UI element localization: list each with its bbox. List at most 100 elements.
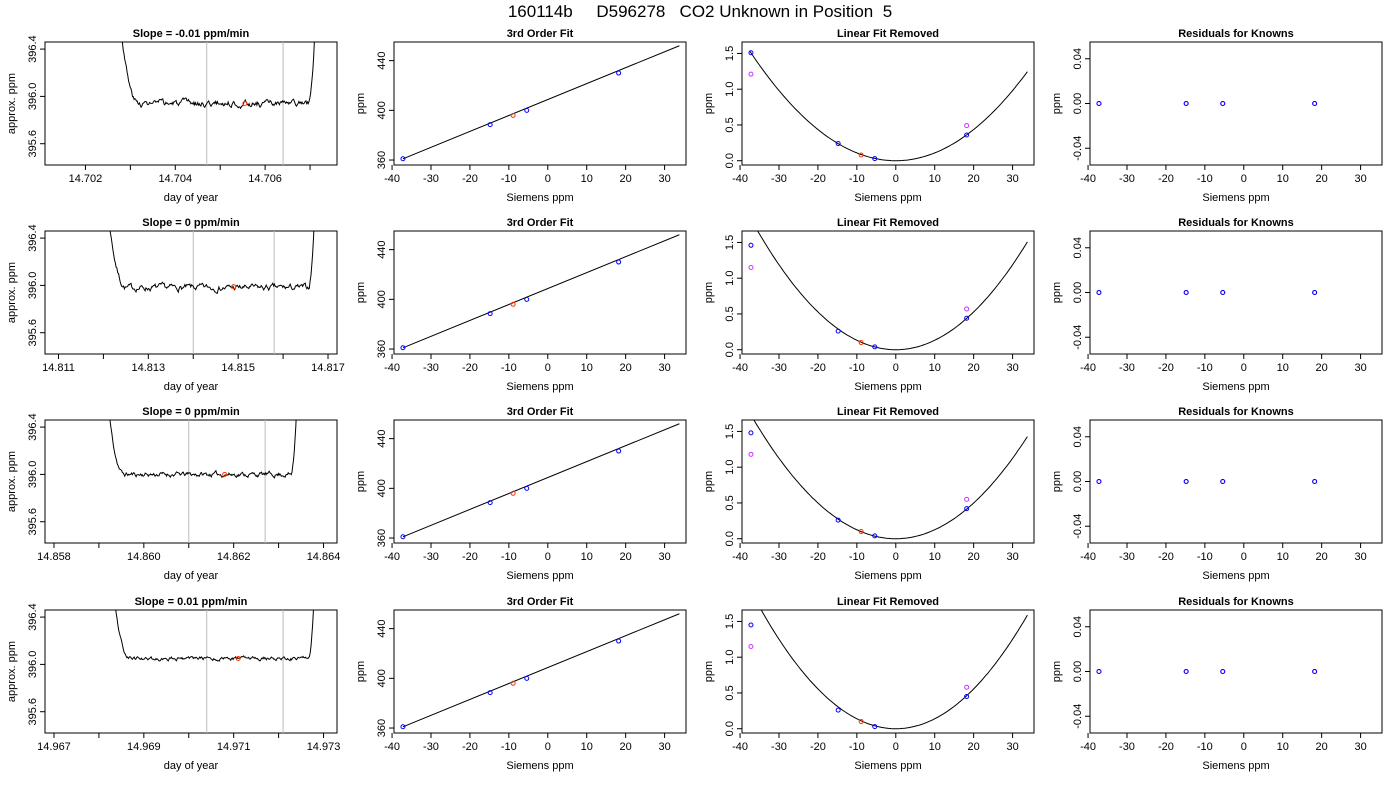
- x-axis-label: Siemens ppm: [1202, 760, 1269, 772]
- known-point: [872, 156, 878, 162]
- y-tick-label: 1.5: [724, 424, 736, 439]
- y-tick-label: 400: [376, 669, 388, 687]
- plot-frame: [393, 41, 687, 166]
- y-tick-label: 400: [376, 479, 388, 497]
- x-tick-label: -20: [462, 362, 478, 374]
- x-tick-label: 10: [929, 362, 941, 374]
- x-axis-label: Siemens ppm: [506, 760, 573, 772]
- y-tick-label: 0.5: [724, 306, 736, 321]
- unknown-point: [858, 340, 864, 346]
- fit-panel-4: 3rd Order Fit Siemens ppm ppm -40 -30 -20 -10 0…: [355, 596, 687, 772]
- known-point: [616, 638, 622, 644]
- y-tick-label: 0.5: [724, 117, 736, 132]
- residual-point: [1312, 101, 1318, 106]
- x-tick-label: 0: [545, 173, 551, 185]
- y-tick-label: 395.6: [27, 508, 39, 536]
- y-axis-label: approx. ppm: [6, 73, 18, 134]
- x-tick-label: 14.815: [221, 362, 255, 374]
- x-tick-label: 10: [581, 551, 593, 563]
- residual-point: [1096, 101, 1102, 106]
- x-tick-label: 10: [581, 741, 593, 753]
- x-tick-label: -30: [423, 551, 439, 563]
- plot-frame: [44, 230, 338, 355]
- x-tick-label: 30: [658, 173, 670, 185]
- residual-point: [1220, 669, 1226, 674]
- x-axis-label: Siemens ppm: [854, 192, 921, 204]
- knownresid-panel-2: Residuals for Knowns Siemens ppm ppm -40 -30…: [1051, 217, 1383, 393]
- residual-point: [1312, 669, 1318, 674]
- x-tick-label: -40: [384, 362, 400, 374]
- x-tick-label: 30: [1006, 362, 1018, 374]
- x-tick-label: -40: [1080, 362, 1096, 374]
- known-point: [524, 107, 530, 113]
- x-tick-label: 20: [620, 741, 632, 753]
- x-tick-label: -10: [501, 551, 517, 563]
- unknown-marker: [235, 655, 241, 661]
- x-tick-label: -30: [771, 741, 787, 753]
- y-tick-label: 396.0: [27, 83, 39, 111]
- x-tick-label: -10: [501, 741, 517, 753]
- panel-title: Residuals for Knowns: [1178, 217, 1294, 229]
- fit-panel-2: 3rd Order Fit Siemens ppm ppm -40 -30 -20 -10 0…: [355, 217, 687, 393]
- unknown-marker: [242, 101, 248, 106]
- known-point: [524, 675, 530, 681]
- x-tick-label: -40: [732, 551, 748, 563]
- x-tick-label: 0: [893, 551, 899, 563]
- x-tick-label: 30: [1354, 173, 1366, 185]
- fit-line: [402, 423, 680, 538]
- x-tick-label: -40: [1080, 741, 1096, 753]
- y-tick-label: 0.0: [724, 531, 736, 546]
- unknown-marker: [222, 471, 228, 477]
- panel-title: 3rd Order Fit: [507, 406, 574, 418]
- x-tick-label: 10: [1277, 551, 1289, 563]
- known-point: [400, 156, 406, 162]
- x-tick-label: 14.811: [42, 362, 75, 374]
- x-tick-label: -40: [1080, 173, 1096, 185]
- y-axis-label: ppm: [1051, 282, 1063, 303]
- timeseries-trace: [115, 610, 314, 662]
- x-tick-label: -20: [1158, 551, 1174, 563]
- x-tick-label: 10: [929, 741, 941, 753]
- plot-area: [400, 45, 680, 162]
- residual-point: [1096, 479, 1102, 484]
- known-point: [524, 485, 530, 491]
- x-tick-label: -20: [462, 173, 478, 185]
- quadratic-curve: [757, 231, 1028, 351]
- x-tick-label: -10: [1197, 551, 1213, 563]
- x-tick-label: 14.858: [37, 551, 71, 563]
- x-tick-label: -30: [1119, 551, 1135, 563]
- plot-frame: [741, 419, 1035, 544]
- residfit-panel-2: Linear Fit Removed Siemens ppm ppm -40 -30 -2…: [703, 217, 1035, 393]
- x-tick-label: 14.967: [37, 741, 71, 753]
- x-tick-label: 0: [1241, 551, 1247, 563]
- x-tick-label: -20: [810, 741, 826, 753]
- plot-area: [748, 231, 1028, 351]
- unknown-point: [510, 112, 516, 118]
- figure-title: 160114b D596278 CO2 Unknown in Position …: [507, 2, 893, 21]
- x-axis-label: Siemens ppm: [854, 760, 921, 772]
- x-tick-label: -40: [732, 173, 748, 185]
- known-point: [964, 506, 970, 512]
- panel-title: Slope = 0 ppm/min: [142, 406, 240, 418]
- y-tick-label: 0.5: [724, 685, 736, 700]
- y-tick-label: 0.0: [724, 153, 736, 168]
- x-tick-label: 0: [893, 362, 899, 374]
- unknown-point: [858, 152, 864, 158]
- x-tick-label: -10: [501, 173, 517, 185]
- x-tick-label: -40: [732, 362, 748, 374]
- y-tick-label: 1.0: [724, 82, 736, 97]
- y-tick-label: 396.4: [27, 603, 39, 631]
- known-point: [616, 448, 622, 454]
- y-tick-label: 360: [376, 529, 388, 547]
- x-axis-label: Siemens ppm: [854, 381, 921, 393]
- plot-frame: [1089, 609, 1383, 734]
- unknown-marker: [231, 284, 237, 290]
- panel-title: Slope = 0.01 ppm/min: [135, 596, 248, 608]
- x-tick-label: -30: [1119, 173, 1135, 185]
- residfit-panel-1: Linear Fit Removed Siemens ppm ppm -40 -30 -2…: [703, 28, 1035, 204]
- plot-frame: [741, 609, 1035, 734]
- y-tick-label: 0.5: [724, 495, 736, 510]
- plot-frame: [1089, 41, 1383, 166]
- x-tick-label: 30: [658, 741, 670, 753]
